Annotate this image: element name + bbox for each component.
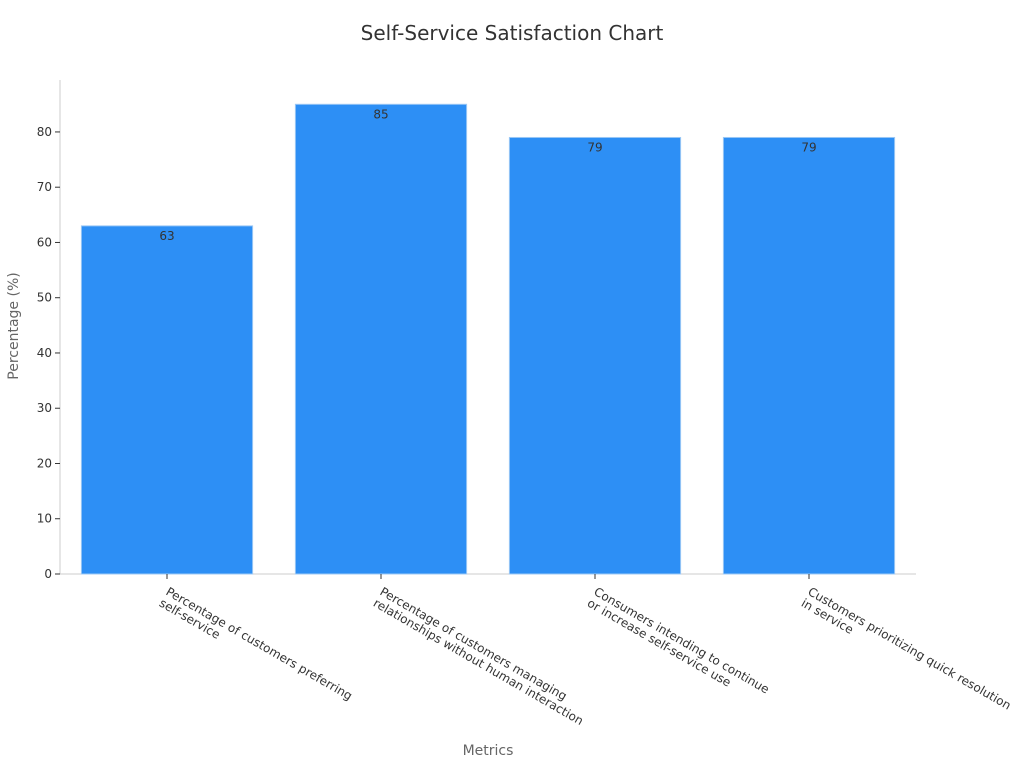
bar xyxy=(722,136,896,575)
x-tick-label: Percentage of customers preferringself-s… xyxy=(157,584,355,714)
x-tick-label: Percentage of customers managingrelation… xyxy=(371,584,593,728)
y-tick-label: 0 xyxy=(44,567,52,581)
bar xyxy=(80,225,254,575)
value-label: 63 xyxy=(159,229,174,243)
y-tick-label: 30 xyxy=(37,401,52,415)
x-tick-label: Customers prioritizing quick resolutioni… xyxy=(799,584,1014,724)
y-axis-label: Percentage (%) xyxy=(6,272,22,379)
y-tick-label: 20 xyxy=(37,456,52,470)
bar xyxy=(294,103,468,575)
y-tick-label: 70 xyxy=(37,180,52,194)
value-label: 79 xyxy=(801,140,816,154)
y-tick-label: 10 xyxy=(37,512,52,526)
bar xyxy=(508,136,682,575)
y-tick-label: 60 xyxy=(37,235,52,249)
value-label: 79 xyxy=(587,140,602,154)
y-tick-label: 40 xyxy=(37,346,52,360)
x-axis-label: Metrics xyxy=(463,743,514,759)
y-tick-label: 80 xyxy=(37,125,52,139)
chart-title: Self-Service Satisfaction Chart xyxy=(361,21,664,45)
x-tick-label: Consumers intending to continueor increa… xyxy=(585,584,772,708)
y-tick-label: 50 xyxy=(37,291,52,305)
value-label: 85 xyxy=(373,107,388,121)
